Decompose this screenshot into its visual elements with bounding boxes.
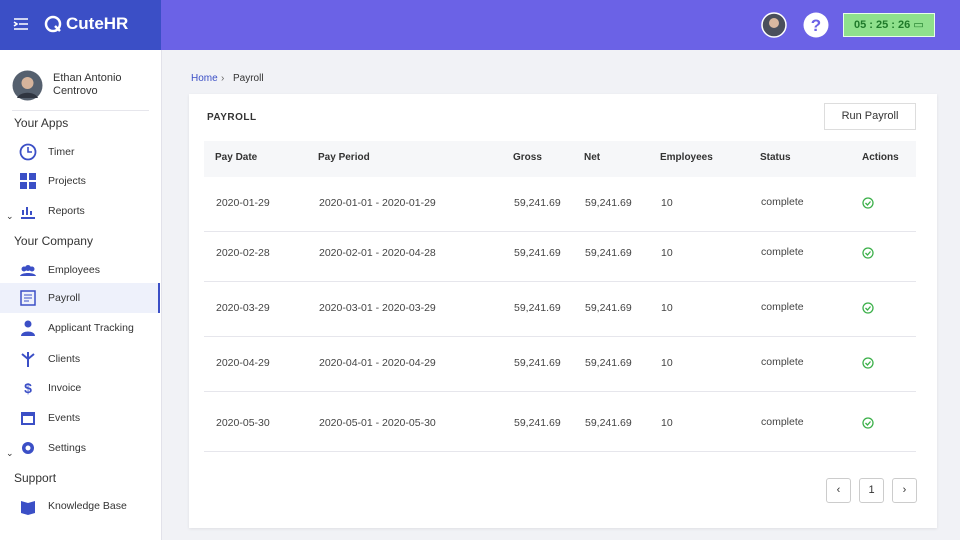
nav-item[interactable]: Employees xyxy=(48,264,100,276)
row-divider xyxy=(204,231,916,232)
user-avatar xyxy=(12,70,43,101)
icon xyxy=(20,265,36,276)
icon xyxy=(21,501,35,515)
brand-bar xyxy=(0,0,161,50)
chevron: ⌄ xyxy=(6,211,14,221)
cell: 10 xyxy=(661,197,673,209)
icon xyxy=(19,143,37,161)
nav-item[interactable]: Knowledge Base xyxy=(48,500,127,512)
divider xyxy=(12,110,149,111)
icon xyxy=(862,417,874,429)
nav-item[interactable]: Applicant Tracking xyxy=(48,322,134,334)
icon xyxy=(862,247,874,259)
icon xyxy=(862,197,874,209)
breadcrumb-current: Payroll xyxy=(233,73,264,84)
breadcrumb-sep: › xyxy=(221,73,225,84)
user-name: Ethan Antonio Centrovo xyxy=(53,72,122,97)
page-button[interactable]: 1 xyxy=(859,478,884,503)
icon xyxy=(21,320,35,336)
card-title: PAYROLL xyxy=(207,112,257,123)
row-divider xyxy=(204,281,916,282)
column-header: Actions xyxy=(862,152,899,163)
nav-item[interactable]: Projects xyxy=(48,175,86,187)
nav-item[interactable]: Settings xyxy=(48,442,86,454)
top-bar xyxy=(161,0,960,50)
icon xyxy=(862,357,874,369)
run-payroll-button[interactable]: Run Payroll xyxy=(824,103,916,130)
section-title: Support xyxy=(14,471,57,485)
cell: 2020-03-01 - 2020-03-29 xyxy=(319,302,436,314)
breadcrumb-home[interactable]: Home xyxy=(191,73,218,84)
column-header: Pay Date xyxy=(215,152,258,163)
svg-text:?: ? xyxy=(811,16,821,35)
column-header: Status xyxy=(760,152,791,163)
cell: 59,241.69 xyxy=(585,197,632,209)
cell: complete xyxy=(761,416,804,428)
table-header xyxy=(204,141,916,177)
row-divider xyxy=(204,336,916,337)
cell: 59,241.69 xyxy=(514,197,561,209)
cell: 59,241.69 xyxy=(585,357,632,369)
nav-item[interactable]: Invoice xyxy=(48,382,82,394)
nav-item[interactable]: Payroll xyxy=(48,292,81,304)
nav-item[interactable]: Events xyxy=(48,412,81,424)
cell: 2020-04-29 xyxy=(216,357,270,369)
cell: 59,241.69 xyxy=(585,417,632,429)
icon xyxy=(20,173,36,189)
timer-text: 05 : 25 : 26 xyxy=(854,19,911,31)
menu-toggle[interactable] xyxy=(13,17,29,31)
cell: 59,241.69 xyxy=(585,247,632,259)
cell: complete xyxy=(761,246,804,258)
cell: 2020-01-01 - 2020-01-29 xyxy=(319,197,436,209)
cell: 10 xyxy=(661,302,673,314)
cell: 2020-02-28 xyxy=(216,247,270,259)
row-divider xyxy=(204,451,916,452)
top-avatar[interactable] xyxy=(761,12,787,38)
cell: 59,241.69 xyxy=(514,302,561,314)
cell: 59,241.69 xyxy=(585,302,632,314)
section-title: Your Company xyxy=(14,234,93,248)
next-page[interactable]: › xyxy=(892,478,917,503)
nav-item[interactable]: Reports xyxy=(48,205,85,217)
cell: 59,241.69 xyxy=(514,417,561,429)
icon xyxy=(862,302,874,314)
column-header: Employees xyxy=(660,152,713,163)
cell: 2020-02-01 - 2020-04-28 xyxy=(319,247,436,259)
icon xyxy=(22,442,34,454)
column-header: Pay Period xyxy=(318,152,370,163)
chevron: ⌄ xyxy=(6,448,14,458)
icon: $ xyxy=(24,380,32,396)
cell: 59,241.69 xyxy=(514,247,561,259)
help-button[interactable]: ? xyxy=(803,12,829,38)
brand: CuteHR xyxy=(66,14,129,33)
row-divider xyxy=(204,391,916,392)
prev-page[interactable]: ‹ xyxy=(826,478,851,503)
icon xyxy=(20,290,36,306)
cell: 2020-01-29 xyxy=(216,197,270,209)
nav-item[interactable]: Clients xyxy=(48,353,81,365)
cell: complete xyxy=(761,301,804,313)
cell: 59,241.69 xyxy=(514,357,561,369)
icon xyxy=(21,352,35,367)
logo-icon xyxy=(44,15,62,33)
column-header: Net xyxy=(584,152,601,163)
timer[interactable]: 05 : 25 : 26 ▭ xyxy=(843,13,935,37)
cell: 10 xyxy=(661,417,673,429)
cell: 10 xyxy=(661,247,673,259)
nav-item[interactable]: Timer xyxy=(48,146,75,158)
cell: 2020-04-01 - 2020-04-29 xyxy=(319,357,436,369)
cell: 2020-05-30 xyxy=(216,417,270,429)
icon xyxy=(21,207,35,219)
section-title: Your Apps xyxy=(14,116,69,130)
icon xyxy=(21,412,35,425)
svg-text:$: $ xyxy=(24,380,32,396)
active-highlight xyxy=(0,283,160,313)
cell: complete xyxy=(761,196,804,208)
cell: complete xyxy=(761,356,804,368)
cell: 2020-05-01 - 2020-05-30 xyxy=(319,417,436,429)
cell: 2020-03-29 xyxy=(216,302,270,314)
column-header: Gross xyxy=(513,152,542,163)
cell: 10 xyxy=(661,357,673,369)
